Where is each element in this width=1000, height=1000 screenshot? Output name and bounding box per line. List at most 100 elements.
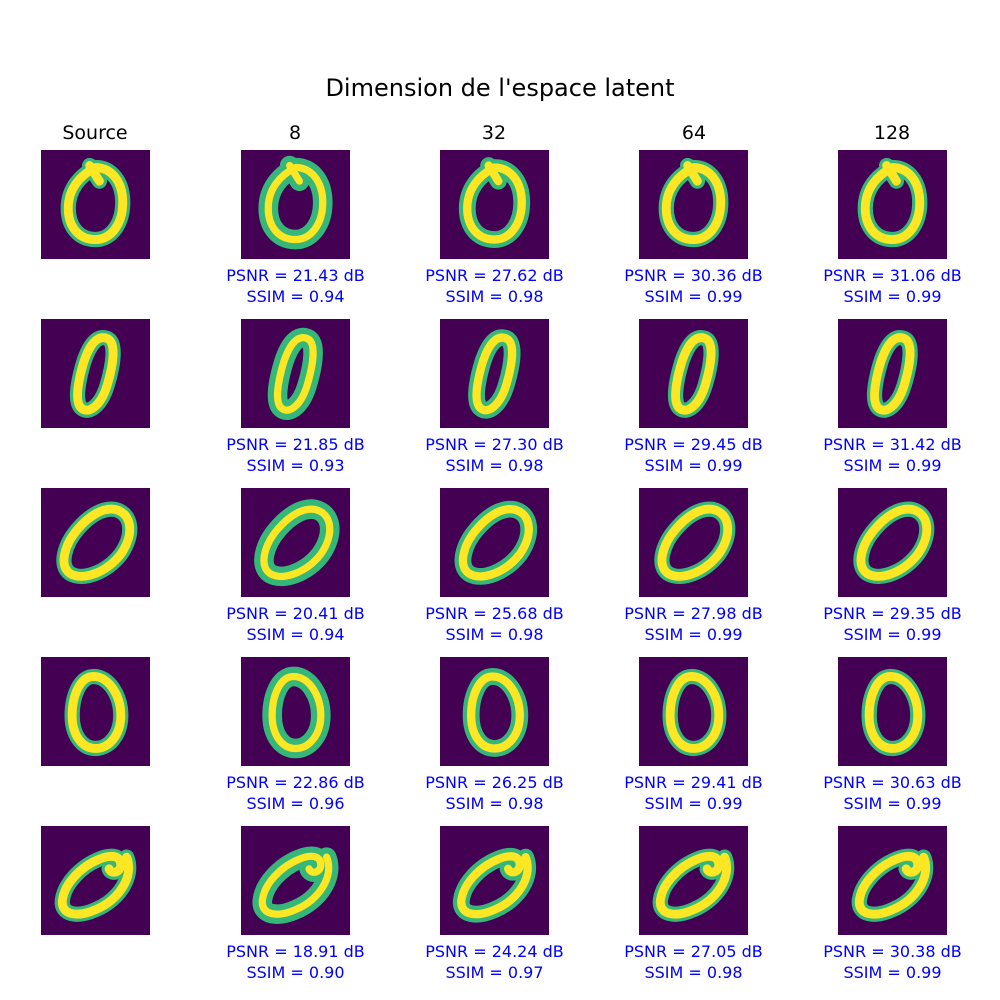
- ssim-value: SSIM = 0.93: [246, 456, 345, 475]
- digit-stroke-edge: [654, 501, 736, 584]
- reconstructed-digit-image: [440, 319, 549, 428]
- digit-zero-glyph: [654, 501, 736, 584]
- reconstructed-digit-image: [639, 657, 748, 766]
- digit-stroke: [57, 851, 133, 919]
- digit-stroke: [856, 504, 932, 581]
- ssim-value: SSIM = 0.94: [246, 625, 345, 644]
- psnr-value: PSNR = 29.41 dB: [624, 773, 763, 792]
- ssim-value: SSIM = 0.97: [445, 963, 544, 982]
- digit-zero-glyph: [851, 848, 934, 922]
- digit-stroke: [655, 851, 731, 919]
- reconstruction-metrics: PSNR = 26.25 dB SSIM = 0.98: [395, 772, 595, 814]
- psnr-value: PSNR = 29.35 dB: [823, 604, 962, 623]
- reconstructed-digit-image: [241, 826, 350, 935]
- psnr-value: PSNR = 27.62 dB: [425, 266, 564, 285]
- ssim-value: SSIM = 0.94: [246, 287, 345, 306]
- digit-stroke-edge: [454, 500, 537, 585]
- reconstruction-metrics: PSNR = 30.63 dB SSIM = 0.99: [793, 772, 993, 814]
- ssim-value: SSIM = 0.98: [445, 456, 544, 475]
- psnr-value: PSNR = 18.91 dB: [226, 942, 365, 961]
- ssim-value: SSIM = 0.99: [644, 625, 743, 644]
- reconstruction-metrics: PSNR = 29.41 dB SSIM = 0.99: [594, 772, 794, 814]
- digit-stroke: [264, 161, 327, 244]
- ssim-value: SSIM = 0.99: [843, 287, 942, 306]
- reconstructed-digit-image: [838, 488, 947, 597]
- ssim-value: SSIM = 0.98: [445, 287, 544, 306]
- digit-zero-glyph: [69, 330, 121, 418]
- digit-stroke: [457, 852, 532, 919]
- reconstructed-digit-image: [440, 657, 549, 766]
- reconstructed-digit-image: [639, 826, 748, 935]
- ssim-value: SSIM = 0.99: [843, 625, 942, 644]
- ssim-value: SSIM = 0.99: [644, 287, 743, 306]
- reconstructed-digit-image: [838, 826, 947, 935]
- psnr-value: PSNR = 27.30 dB: [425, 435, 564, 454]
- digit-stroke: [63, 161, 128, 244]
- column-header-128: 128: [873, 122, 911, 144]
- reconstructed-digit-image: [440, 150, 549, 259]
- ssim-value: SSIM = 0.98: [644, 963, 743, 982]
- reconstruction-metrics: PSNR = 27.05 dB SSIM = 0.98: [594, 941, 794, 983]
- digit-zero-glyph: [866, 330, 918, 418]
- digit-zero-glyph: [258, 155, 333, 250]
- digit-stroke: [860, 161, 925, 244]
- digit-zero-glyph: [56, 501, 138, 584]
- psnr-value: PSNR = 31.42 dB: [823, 435, 962, 454]
- column-header-source: Source: [62, 122, 128, 144]
- digit-zero-glyph: [452, 847, 536, 923]
- digit-zero-glyph: [462, 668, 529, 757]
- digit-stroke: [671, 333, 716, 415]
- psnr-value: PSNR = 27.98 dB: [624, 604, 763, 623]
- reconstruction-metrics: PSNR = 31.06 dB SSIM = 0.99: [793, 265, 993, 307]
- source-digit-image: [41, 826, 150, 935]
- reconstruction-metrics: PSNR = 30.36 dB SSIM = 0.99: [594, 265, 794, 307]
- digit-stroke-edge: [56, 501, 138, 584]
- source-digit-image: [41, 488, 150, 597]
- reconstructed-digit-image: [440, 488, 549, 597]
- figure-title: Dimension de l'espace latent: [325, 74, 675, 102]
- digit-stroke-edge: [254, 499, 340, 587]
- digit-stroke: [466, 672, 524, 753]
- digit-stroke: [458, 504, 533, 581]
- reconstructed-digit-image: [440, 826, 549, 935]
- psnr-value: PSNR = 30.38 dB: [823, 942, 962, 961]
- reconstruction-metrics: PSNR = 22.86 dB SSIM = 0.96: [196, 772, 396, 814]
- reconstruction-metrics: PSNR = 29.45 dB SSIM = 0.99: [594, 434, 794, 476]
- psnr-value: PSNR = 29.45 dB: [624, 435, 763, 454]
- digit-stroke: [870, 333, 915, 415]
- digit-stroke: [67, 672, 126, 753]
- psnr-value: PSNR = 22.86 dB: [226, 773, 365, 792]
- reconstructed-digit-image: [241, 488, 350, 597]
- digit-zero-glyph: [861, 668, 926, 757]
- digit-stroke: [854, 851, 930, 919]
- reconstruction-metrics: PSNR = 27.30 dB SSIM = 0.98: [395, 434, 595, 476]
- digit-stroke-edge: [853, 501, 935, 584]
- digit-zero-glyph: [857, 157, 928, 248]
- psnr-value: PSNR = 27.05 dB: [624, 942, 763, 961]
- digit-stroke: [661, 161, 726, 244]
- source-digit-image: [41, 319, 150, 428]
- psnr-value: PSNR = 21.85 dB: [226, 435, 365, 454]
- ssim-value: SSIM = 0.99: [843, 963, 942, 982]
- digit-zero-glyph: [262, 666, 331, 759]
- reconstruction-metrics: PSNR = 18.91 dB SSIM = 0.90: [196, 941, 396, 983]
- psnr-value: PSNR = 30.36 dB: [624, 266, 763, 285]
- digit-zero-glyph: [254, 499, 340, 587]
- reconstruction-metrics: PSNR = 27.98 dB SSIM = 0.99: [594, 603, 794, 645]
- reconstruction-metrics: PSNR = 30.38 dB SSIM = 0.99: [793, 941, 993, 983]
- digit-stroke: [268, 672, 325, 753]
- reconstruction-metrics: PSNR = 29.35 dB SSIM = 0.99: [793, 603, 993, 645]
- reconstructed-digit-image: [639, 319, 748, 428]
- digit-stroke: [665, 672, 724, 753]
- digit-zero-glyph: [667, 330, 719, 418]
- digit-stroke: [59, 504, 135, 581]
- psnr-value: PSNR = 25.68 dB: [425, 604, 564, 623]
- ssim-value: SSIM = 0.98: [445, 794, 544, 813]
- psnr-value: PSNR = 21.43 dB: [226, 266, 365, 285]
- reconstructed-digit-image: [838, 319, 947, 428]
- reconstruction-metrics: PSNR = 25.68 dB SSIM = 0.98: [395, 603, 595, 645]
- reconstructed-digit-image: [838, 150, 947, 259]
- ssim-value: SSIM = 0.99: [644, 456, 743, 475]
- reconstruction-metrics: PSNR = 31.42 dB SSIM = 0.99: [793, 434, 993, 476]
- ssim-value: SSIM = 0.99: [843, 794, 942, 813]
